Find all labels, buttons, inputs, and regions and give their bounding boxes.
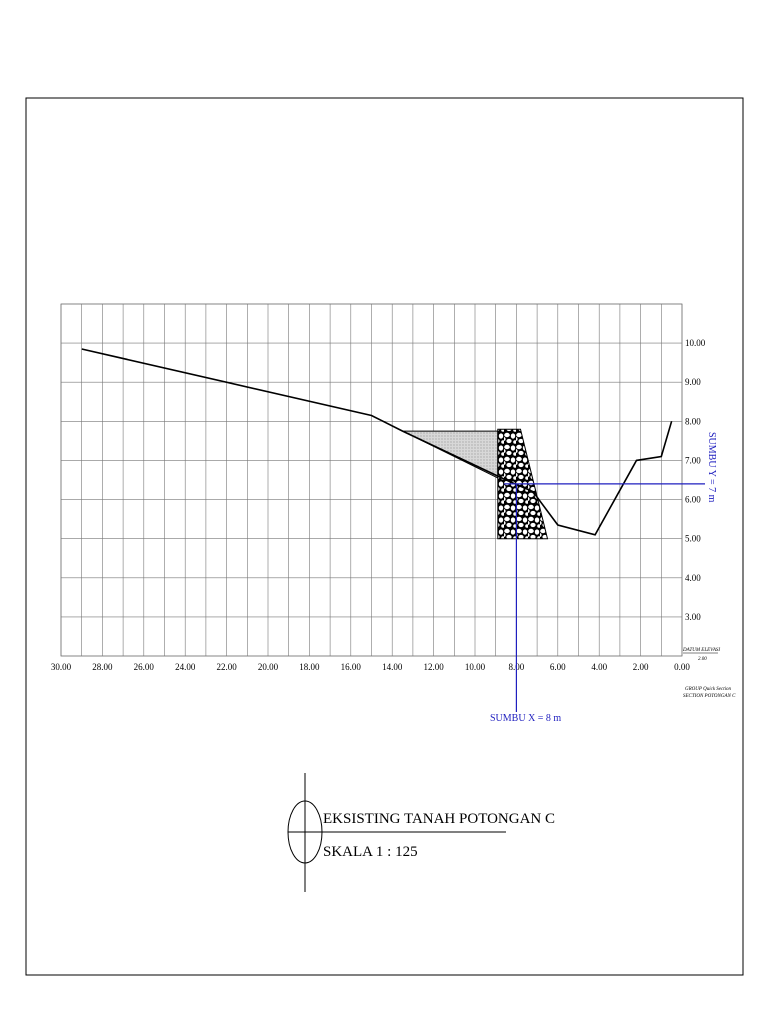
x-tick-label: 10.00 [465,662,486,672]
x-tick-label: 16.00 [341,662,362,672]
y-tick-label: 4.00 [685,573,701,583]
section-title: EKSISTING TANAH POTONGAN C [323,811,555,827]
group-note-2: SECTION POTONGAN C [683,694,736,699]
axis-ticks: 30.00 28.00 26.00 24.00 22.00 20.00 18.00 16.00… [51,338,706,672]
title-block: EKSISTING TANAH POTONGAN C SKALA 1 : 125 [287,773,555,892]
x-tick-label: 14.00 [382,662,403,672]
x-tick-label: 0.00 [674,662,690,672]
y-tick-label: 8.00 [685,416,701,426]
datum-label: DATUM ELEVASI [682,648,720,653]
x-tick-label: 22.00 [216,662,237,672]
y-tick-label: 7.00 [685,455,701,465]
y-tick-label: 5.00 [685,534,701,544]
x-tick-label: 28.00 [92,662,113,672]
sumbu-axis-layer [503,483,705,712]
y-tick-label: 3.00 [685,612,701,622]
sumbu-y-label: SUMBU Y = 7 m [706,432,717,503]
x-tick-label: 18.00 [299,662,320,672]
datum-value: 2.00 [698,657,707,662]
y-tick-label: 9.00 [685,377,701,387]
sheet-border [25,97,744,976]
ground-profile-layer [81,348,673,536]
sumbu-x-label: SUMBU X = 8 m [490,713,561,724]
x-tick-label: 6.00 [550,662,566,672]
x-tick-label: 12.00 [423,662,444,672]
ground-profile-line [81,348,673,536]
section-scale: SKALA 1 : 125 [323,844,418,860]
x-tick-label: 30.00 [51,662,72,672]
x-tick-label: 20.00 [258,662,279,672]
y-tick-label: 6.00 [685,495,701,505]
x-tick-label: 24.00 [175,662,196,672]
section-grid [60,303,683,657]
group-note-1: GROUP Quick Section [685,687,732,692]
x-tick-label: 2.00 [633,662,649,672]
x-tick-label: 4.00 [591,662,607,672]
y-tick-label: 10.00 [685,338,706,348]
x-tick-label: 26.00 [134,662,155,672]
